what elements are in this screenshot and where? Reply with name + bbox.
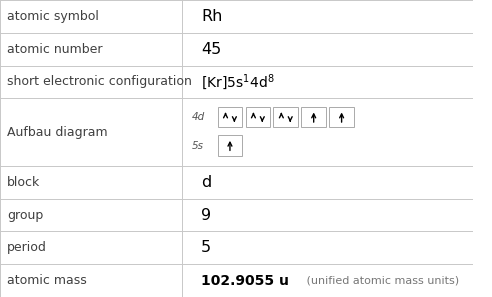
Text: period: period: [7, 241, 47, 254]
Text: short electronic configuration: short electronic configuration: [7, 75, 192, 89]
Bar: [246, 107, 270, 127]
Text: d: d: [201, 175, 212, 190]
Text: 5: 5: [201, 240, 211, 255]
Text: Rh: Rh: [201, 9, 222, 24]
Text: 4d: 4d: [191, 112, 205, 122]
Text: $\mathregular{[Kr]5s^14d^8}$: $\mathregular{[Kr]5s^14d^8}$: [201, 72, 275, 92]
Text: 9: 9: [201, 208, 211, 222]
Text: atomic number: atomic number: [7, 43, 103, 56]
Bar: [302, 107, 326, 127]
Text: 5s: 5s: [191, 140, 204, 151]
Text: atomic mass: atomic mass: [7, 274, 87, 287]
Text: Aufbau diagram: Aufbau diagram: [7, 126, 108, 139]
Text: group: group: [7, 208, 43, 222]
Text: (unified atomic mass units): (unified atomic mass units): [303, 276, 459, 286]
Bar: [217, 107, 242, 127]
Text: block: block: [7, 176, 40, 189]
Bar: [329, 107, 354, 127]
Bar: [274, 107, 298, 127]
Text: atomic symbol: atomic symbol: [7, 10, 99, 23]
Bar: [217, 135, 242, 156]
Text: 102.9055 u: 102.9055 u: [201, 274, 289, 287]
Text: 45: 45: [201, 42, 221, 57]
